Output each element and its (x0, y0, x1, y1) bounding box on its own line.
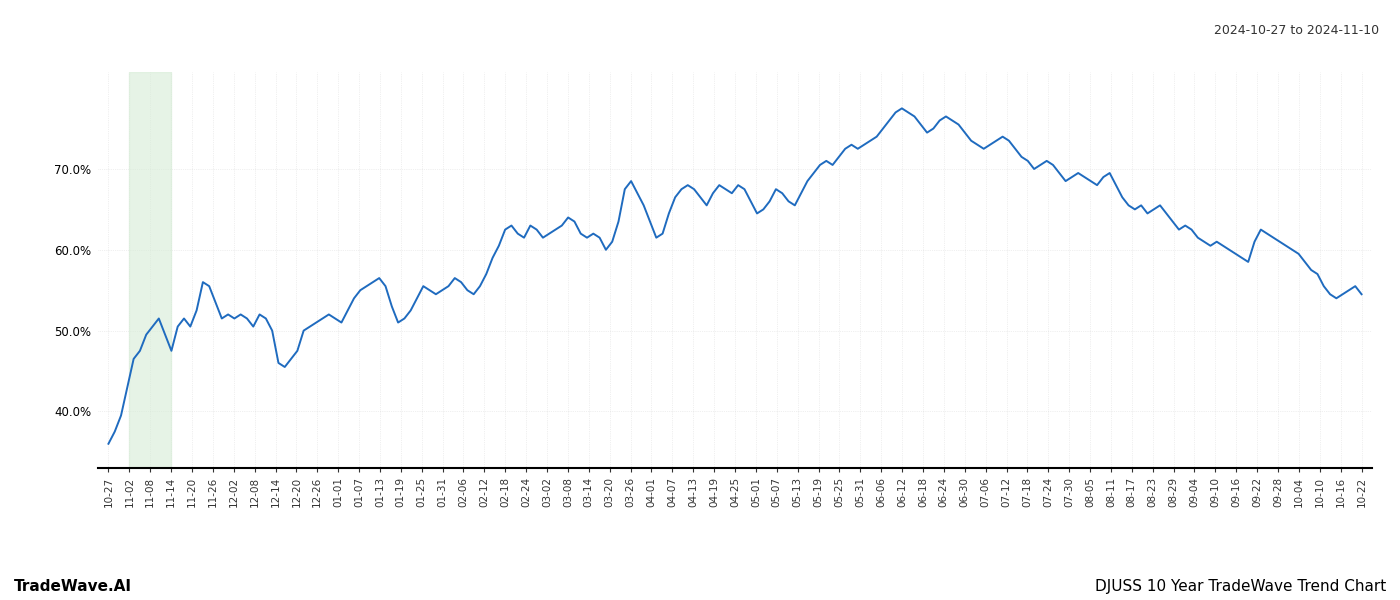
Text: TradeWave.AI: TradeWave.AI (14, 579, 132, 594)
Text: DJUSS 10 Year TradeWave Trend Chart: DJUSS 10 Year TradeWave Trend Chart (1095, 579, 1386, 594)
Text: 2024-10-27 to 2024-11-10: 2024-10-27 to 2024-11-10 (1214, 24, 1379, 37)
Bar (129, 72, 171, 468)
